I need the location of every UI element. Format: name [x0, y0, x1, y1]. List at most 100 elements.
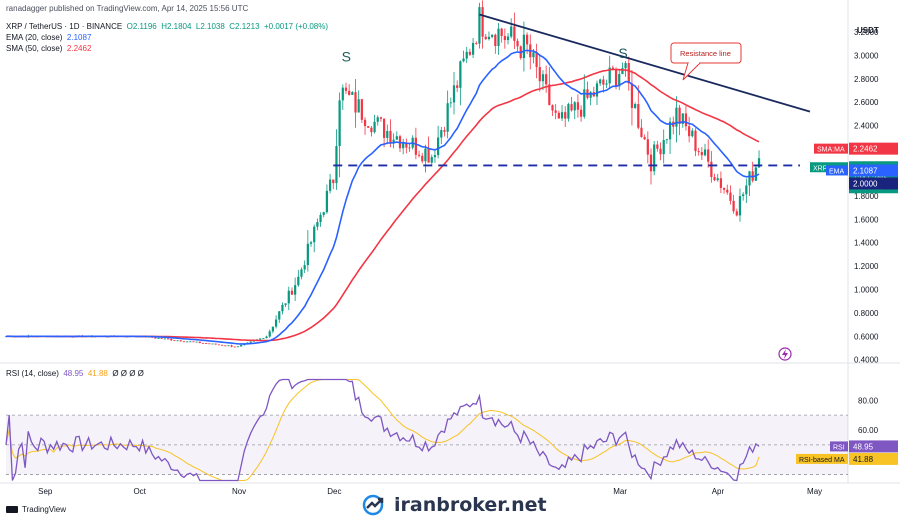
candle-body [487, 36, 491, 40]
rsi-ma-line [5, 379, 760, 481]
level-tag: 2.0000 [849, 177, 898, 190]
candle-body [351, 92, 354, 95]
candle-body [659, 148, 662, 155]
ema-legend[interactable]: EMA (20, close) 2.1087 [6, 33, 91, 43]
rsi-ma-tag-value: 41.88 [853, 455, 874, 464]
candle-body [738, 196, 742, 216]
candle-body [402, 142, 405, 149]
candle-body [589, 92, 592, 98]
alert-lightning-icon [778, 347, 792, 361]
price-tick-label: 1.8000 [854, 192, 879, 201]
candle-body [240, 345, 243, 347]
candle-body [694, 130, 697, 152]
tradingview-logo[interactable]: TradingView [6, 505, 66, 514]
candle-body [608, 67, 611, 84]
candle-body [224, 345, 227, 347]
price-tick-label: 1.4000 [854, 239, 879, 248]
symbol-name[interactable]: XRP / TetherUS · 1D · BINANCE [6, 22, 123, 31]
candle-body [757, 158, 761, 168]
sma-tag-value-bg [849, 142, 898, 155]
time-tick-label: Nov [232, 487, 246, 496]
lightning-circle [778, 347, 792, 361]
candle-body [634, 104, 637, 108]
candle-body [491, 34, 494, 37]
candle-body [618, 74, 621, 87]
brand-text: iranbroker.net [394, 494, 547, 516]
resistance-callout-text: Resistance line [680, 49, 731, 58]
candle-body [691, 130, 694, 137]
candle-body [545, 74, 548, 85]
candle-body [471, 42, 475, 55]
candle-body [265, 336, 268, 339]
candle-body [564, 112, 567, 119]
candle-body [395, 136, 398, 140]
price-tick-label: 0.8000 [854, 309, 879, 318]
candle-body [646, 139, 649, 155]
candle-body [344, 87, 348, 91]
candle-body [185, 341, 189, 343]
candle-body [503, 36, 506, 41]
candle-body [363, 119, 367, 127]
ema20-line [6, 49, 760, 345]
candle-body [449, 102, 452, 104]
rsi-ma-tag-label-bg [796, 453, 848, 464]
candle-body [424, 148, 427, 162]
candle-body [627, 63, 630, 84]
candle-body [535, 52, 538, 68]
candle-body [360, 99, 363, 120]
candle-body [497, 28, 500, 47]
candle-body [735, 211, 738, 216]
candle-body [322, 212, 325, 215]
candle-body [348, 90, 351, 95]
candle-body [675, 107, 678, 127]
candle-body [614, 69, 618, 87]
candle-body [379, 117, 383, 119]
candle-body [522, 34, 526, 59]
candle-body [726, 189, 729, 193]
broker-logo-icon [362, 494, 384, 516]
time-tick-label: Mar [613, 487, 627, 496]
candle-body [179, 340, 182, 342]
candle-body [678, 107, 681, 124]
candle-body [513, 26, 516, 41]
candle-body [297, 276, 300, 286]
candle-body [465, 51, 468, 59]
candle-body [271, 326, 275, 332]
candle-body [452, 85, 456, 103]
candle-body [602, 79, 605, 85]
candle-body [160, 338, 163, 339]
candle-body [443, 130, 446, 132]
low-value: L2.1038 [195, 22, 225, 31]
candle-body [328, 179, 332, 191]
price-tick-label: 0.4000 [854, 356, 879, 365]
price-tick-label: 2.8000 [854, 75, 879, 84]
candle-body [357, 99, 360, 113]
candle-body [198, 341, 201, 343]
candle-body [367, 126, 370, 128]
rsi-line [5, 378, 760, 482]
candle-body [440, 130, 443, 138]
candle-body [742, 194, 745, 197]
sma-legend-label: SMA (50, close) [6, 44, 63, 53]
candle-body [729, 192, 732, 201]
sma-legend[interactable]: SMA (50, close) 2.2462 [6, 44, 91, 54]
candle-body [268, 331, 271, 337]
candle-body [665, 139, 669, 141]
time-tick-label: Apr [712, 487, 725, 496]
candle-body [653, 144, 656, 172]
rsi-tick-label: 60.00 [858, 426, 879, 435]
rsi-legend[interactable]: RSI (14, close) 48.95 41.88 Ø Ø Ø Ø [6, 369, 144, 379]
price-tick-label: 2.4000 [854, 122, 879, 131]
candle-body [316, 222, 319, 227]
candle-body [338, 100, 341, 147]
candle-body [163, 338, 166, 340]
candle-body [538, 67, 541, 82]
candle-body [233, 346, 236, 348]
ema-tag: EMA 2.1087 [826, 164, 898, 177]
candle-body [446, 103, 449, 132]
candle-body [278, 311, 281, 320]
candle-body [370, 127, 373, 133]
candle-body [309, 242, 313, 244]
